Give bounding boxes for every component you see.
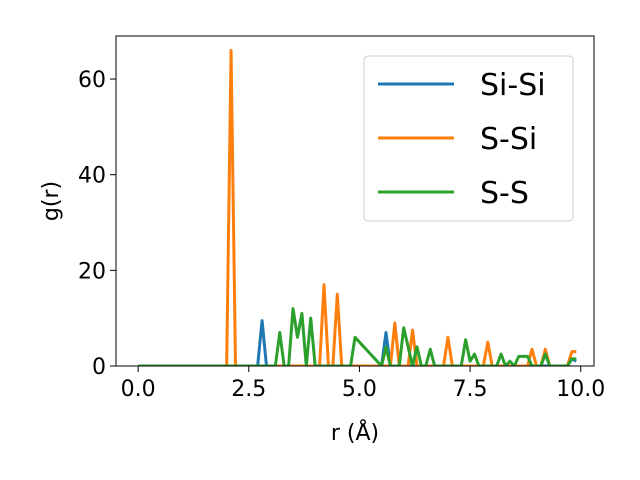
x-tick-label: 2.5 [231, 377, 266, 402]
y-axis: 0 20 40 60 [78, 68, 116, 380]
legend-label-si-si: Si-Si [480, 68, 546, 103]
x-axis: 0.0 2.5 5.0 7.5 10.0 [121, 366, 605, 402]
y-tick-label: 0 [92, 355, 106, 380]
x-tick-label: 5.0 [342, 377, 377, 402]
y-tick-label: 20 [78, 259, 106, 284]
series-layer [138, 48, 578, 366]
series-line-s-s [138, 307, 577, 366]
x-tick-label: 0.0 [121, 377, 156, 402]
legend-box [363, 55, 574, 222]
plot-frame [115, 35, 595, 367]
y-axis-label: g(r) [39, 181, 64, 221]
legend-label-s-si: S-Si [480, 122, 537, 157]
series-line-s-si [138, 48, 577, 366]
x-axis-label: r (Å) [331, 419, 379, 446]
legend: Si-Si S-Si S-S [363, 55, 574, 222]
x-tick-label: 10.0 [556, 377, 605, 402]
y-tick-label: 40 [78, 164, 106, 189]
series-line-si-si [138, 319, 578, 366]
x-tick-label: 7.5 [453, 377, 488, 402]
y-tick-label: 60 [78, 68, 106, 93]
legend-label-s-s: S-S [480, 176, 529, 211]
